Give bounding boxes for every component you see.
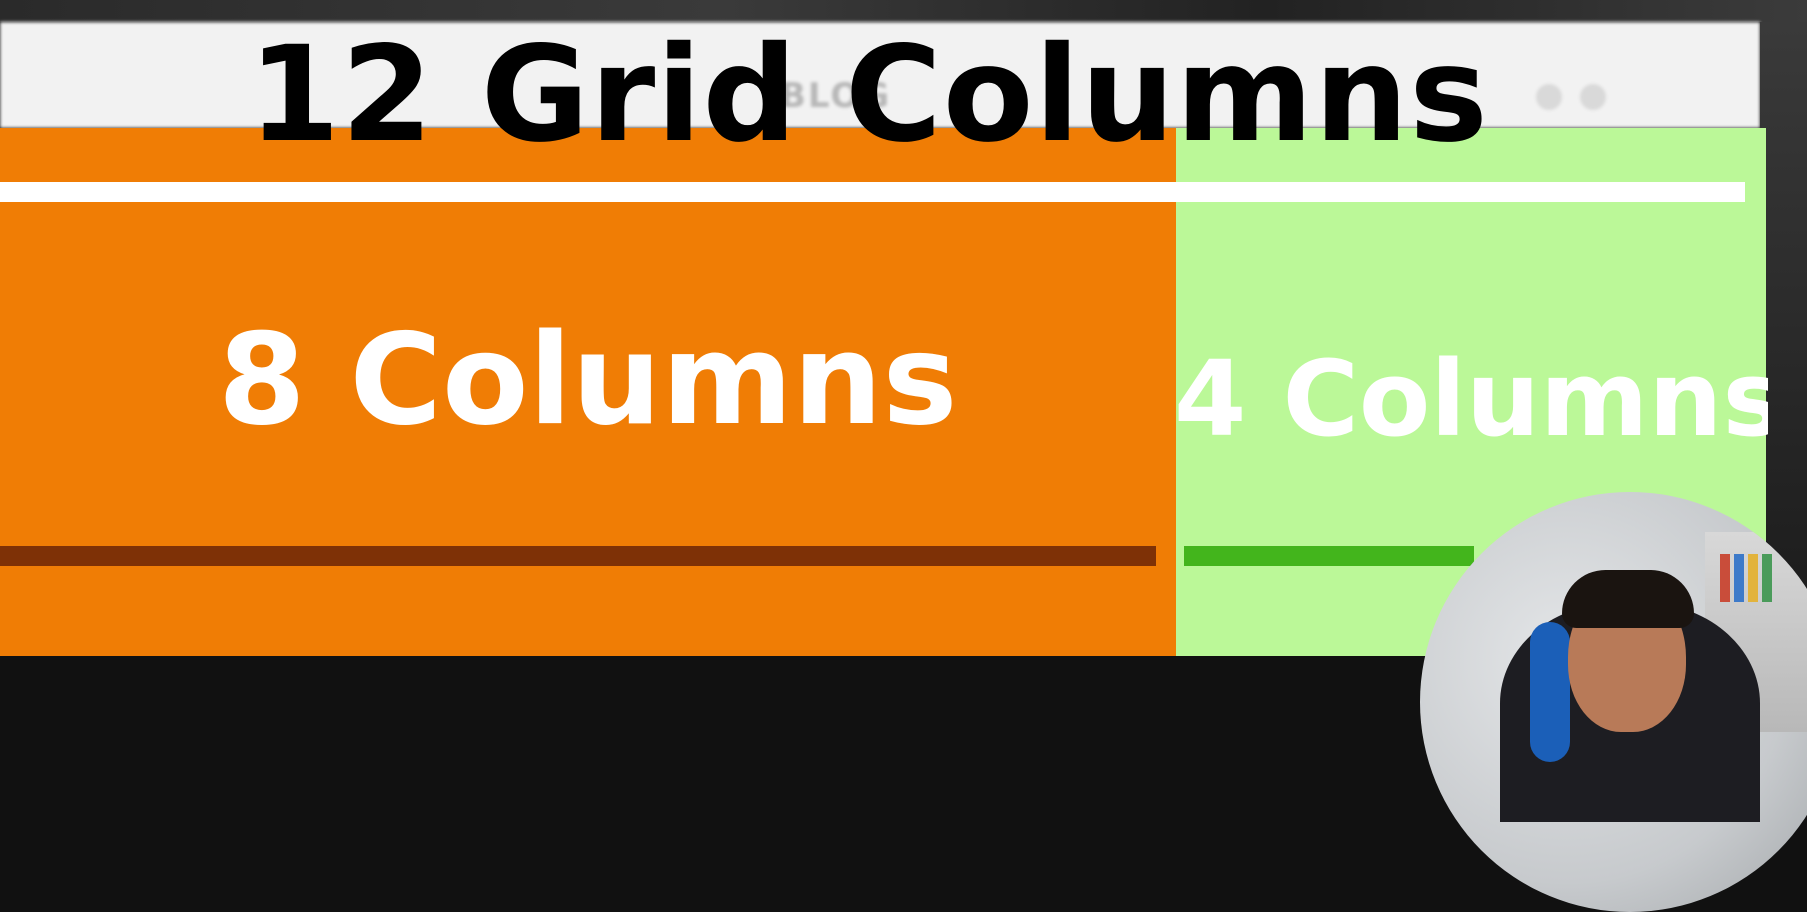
presenter-hair [1562,570,1694,628]
eight-column-block [0,128,1176,656]
book [1748,554,1758,602]
blurred-browser-header: BLOG [0,22,1760,128]
eight-columns-underline [0,546,1156,566]
eight-columns-label: 8 Columns [218,306,958,453]
book [1762,554,1772,602]
book [1734,554,1744,602]
slide-title: 12 Grid Columns [248,18,1489,172]
blurred-header-icon [1536,84,1562,110]
chair-accent [1530,622,1570,762]
blurred-logo: BLOG [780,76,892,116]
blurred-header-icon [1580,84,1606,110]
screen-top-strip [0,0,1807,22]
white-divider-line [0,182,1745,202]
four-columns-label: 4 Columns [1174,338,1768,460]
four-columns-underline [1184,546,1474,566]
book [1720,554,1730,602]
